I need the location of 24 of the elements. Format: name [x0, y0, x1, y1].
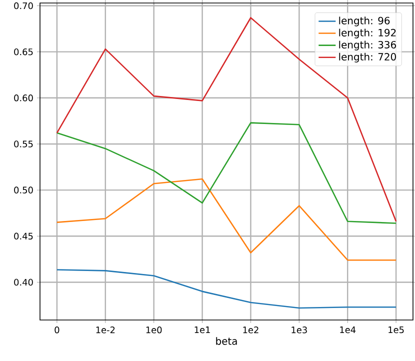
x-tick-label: 1e2 [243, 326, 258, 334]
x-tick-label: 1e1 [194, 326, 210, 334]
x-tick-label: 1e3 [292, 326, 307, 334]
line-series [56, 269, 397, 309]
line-series [56, 17, 397, 222]
y-tick-label: 0.60 [14, 94, 33, 102]
line-series [56, 122, 397, 224]
y-tick-label: 0.40 [14, 278, 33, 286]
x-tick-label: 1e4 [340, 326, 356, 334]
y-tick-label: 0.65 [14, 48, 33, 56]
legend-label: length: 720 [339, 52, 396, 62]
line-series [56, 178, 397, 261]
y-tick-label: 0.70 [14, 2, 33, 10]
y-tick-label: 0.45 [14, 232, 33, 240]
x-tick-label: 1e5 [388, 326, 404, 334]
legend-label: length: 336 [339, 40, 396, 50]
y-tick-label: 0.55 [14, 140, 33, 148]
x-tick-label: 0 [54, 326, 60, 334]
x-axis-title: beta [216, 337, 237, 345]
x-tick-label: 1e-2 [96, 326, 115, 334]
legend-label: length: 96 [339, 16, 390, 26]
legend-label: length: 192 [339, 28, 396, 38]
x-tick-label: 1e0 [146, 326, 162, 334]
y-tick-label: 0.50 [14, 186, 33, 194]
